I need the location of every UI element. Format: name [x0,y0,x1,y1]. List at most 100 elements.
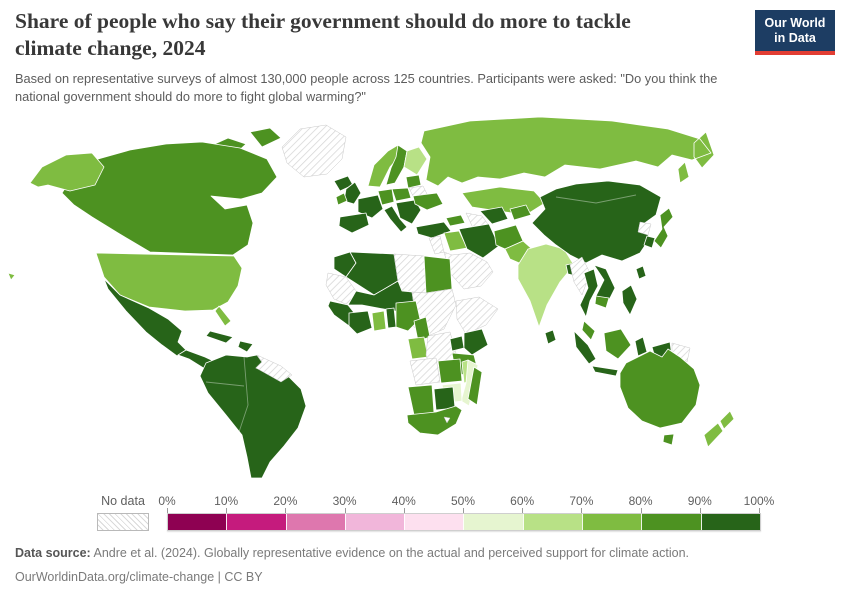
license-line[interactable]: OurWorldinData.org/climate-change | CC B… [15,570,263,584]
region-ghana[interactable] [371,310,387,332]
legend-tick-label: 30% [332,494,357,508]
legend-tick-mark [167,508,168,513]
choropleth-svg [7,116,735,479]
region-south-africa[interactable] [406,405,463,436]
region-namibia[interactable] [407,384,435,416]
legend-tick-mark [581,508,583,513]
region-levant[interactable] [428,235,445,255]
region-ukraine[interactable] [412,192,444,211]
logo-line2: in Data [774,31,816,45]
legend-ticks: 0% 10% 20% 30% 40% 50% 60% 70% 80% 90% 100% [158,494,774,513]
region-saudi-arabia[interactable] [443,251,494,290]
region-iran[interactable] [458,223,500,259]
region-india[interactable] [517,243,575,328]
region-turkey[interactable] [415,221,452,239]
page-title: Share of people who say their government… [15,8,835,62]
legend-bin-60-70[interactable] [522,514,583,530]
region-taiwan[interactable] [635,265,647,280]
region-hispaniola[interactable] [237,340,254,353]
legend-bin-30-40[interactable] [344,514,405,530]
region-balkans[interactable] [395,199,422,225]
region-alaska[interactable] [29,152,105,192]
region-cuba[interactable] [205,330,234,344]
legend-bin-10-20[interactable] [226,514,286,530]
region-tasmania[interactable] [662,433,675,446]
region-kyrgyzstan-tajikistan[interactable] [509,204,532,221]
region-myanmar[interactable] [569,256,591,296]
region-egypt[interactable] [423,255,453,294]
data-source-text: Andre et al. (2024). Globally representa… [90,546,690,560]
region-thailand[interactable] [579,268,599,318]
region-hawaii[interactable] [7,272,16,281]
region-sumatra[interactable] [573,330,597,365]
region-angola[interactable] [409,357,441,386]
no-data-label: No data [101,494,145,508]
region-south-korea[interactable] [643,235,656,249]
subtitle-line2: national government should do more to fi… [15,89,366,104]
region-caucasus[interactable] [445,214,466,227]
region-new-zealand[interactable] [703,410,735,448]
legend-bin-80-90[interactable] [641,514,701,530]
region-philippines[interactable] [621,284,638,316]
legend-no-data: No data [97,494,149,531]
region-finland[interactable] [403,146,428,176]
legend-bin-0-10[interactable] [168,514,227,530]
region-gabon-congo[interactable] [407,336,429,360]
region-ivory-liberia[interactable] [348,310,373,335]
region-uzbekistan[interactable] [479,206,509,225]
legend-scale: 0% 10% 20% 30% 40% 50% 60% 70% 80% 90% 100% [158,494,774,531]
region-iberia[interactable] [338,212,370,234]
region-guyanas[interactable] [255,354,293,383]
title-line2: climate change, 2024 [15,36,206,60]
legend-tick-mark [285,508,287,513]
legend-bin-70-80[interactable] [582,514,642,530]
region-madagascar[interactable] [467,366,483,406]
region-italy[interactable] [383,205,408,233]
region-togo-benin[interactable] [385,307,397,329]
region-nigeria[interactable] [395,300,421,332]
region-cambodia[interactable] [594,295,610,309]
legend-bin-50-60[interactable] [463,514,523,530]
legend-tick-mark [759,508,760,513]
region-lesotho[interactable] [443,416,451,424]
logo-line1: Our World [764,16,826,30]
region-baltics[interactable] [405,174,422,189]
region-france[interactable] [357,194,384,219]
legend-tick-label: 40% [391,494,416,508]
region-java[interactable] [591,365,619,377]
owid-logo[interactable]: Our World in Data [755,10,835,55]
legend-bin-90-100[interactable] [700,514,760,530]
region-sri-lanka[interactable] [544,329,557,345]
region-japan[interactable] [653,207,674,249]
subtitle-line1: Based on representative surveys of almos… [15,71,718,86]
legend-bin-20-30[interactable] [285,514,345,530]
region-russia[interactable] [420,116,715,187]
legend-tick-mark [344,508,346,513]
legend-bin-40-50[interactable] [404,514,464,530]
no-data-swatch[interactable] [97,513,149,531]
region-greenland[interactable] [281,124,347,178]
region-germany[interactable] [377,188,395,206]
region-ethiopia-horn[interactable] [455,296,499,335]
region-malaysia[interactable] [581,320,596,341]
region-north-korea[interactable] [637,221,652,236]
page-subtitle: Based on representative surveys of almos… [15,70,835,106]
region-borneo[interactable] [603,328,632,360]
legend: No data 0% 10% 20% 30% 40% 50% 60% 70% 80% 90% 100… [97,494,774,531]
region-zambia[interactable] [437,358,463,384]
header: Share of people who say their government… [15,8,835,106]
region-kenya[interactable] [463,328,489,356]
region-australia[interactable] [619,348,701,429]
data-source-label: Data source: [15,546,91,560]
region-usa[interactable] [95,252,243,327]
region-sulawesi[interactable] [634,336,648,357]
region-ireland[interactable] [335,192,348,206]
region-canada[interactable] [61,141,278,256]
legend-tick-label: 10% [214,494,239,508]
region-poland[interactable] [391,187,412,202]
footer: Data source: Andre et al. (2024). Global… [15,545,689,586]
region-botswana[interactable] [433,386,456,411]
region-uganda[interactable] [449,335,465,352]
legend-tick-mark [640,508,642,513]
